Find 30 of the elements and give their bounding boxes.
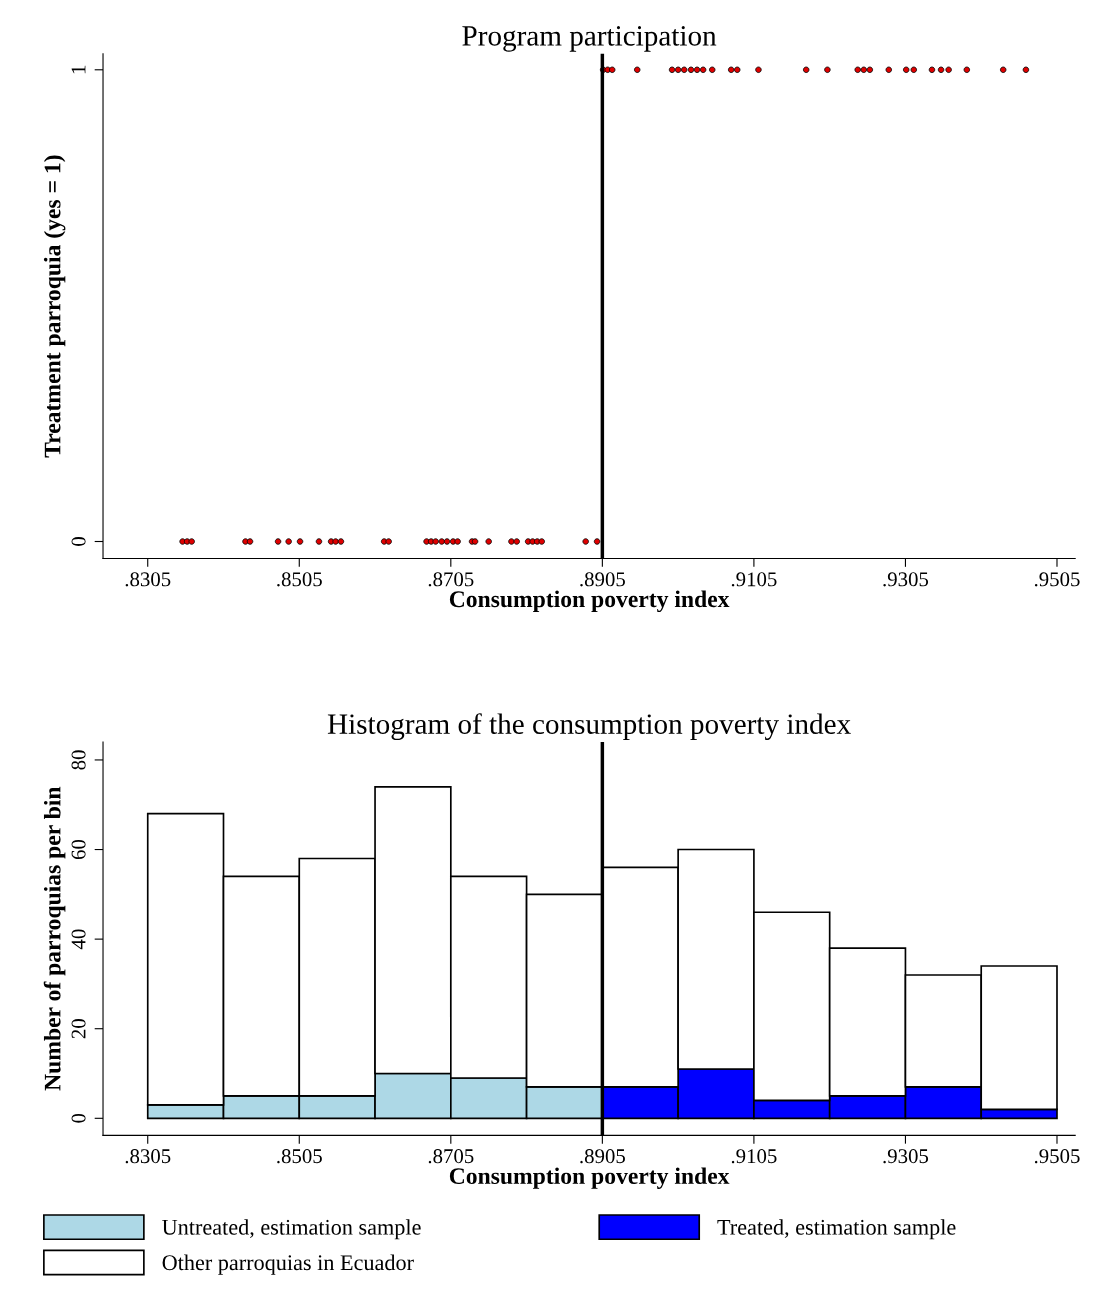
x-tick-label: .8705 — [428, 1149, 474, 1164]
x-tick-label: .8505 — [277, 572, 322, 587]
y-tick-label: 20 — [71, 1019, 86, 1039]
y-tick-label: 40 — [71, 929, 86, 950]
legend-label: Treated, estimation sample — [717, 1219, 956, 1240]
x-tick-label: .9105 — [731, 572, 777, 587]
x-tick-label: .8905 — [580, 1149, 625, 1164]
x-tick-label: .9505 — [1034, 572, 1080, 587]
x-tick-label: .8305 — [125, 572, 171, 587]
x-axis-title: Consumption poverty index — [449, 1167, 730, 1189]
x-axis-title: Consumption poverty index — [449, 590, 730, 613]
x-tick-label: .9505 — [1034, 1149, 1080, 1164]
legend-label: Untreated, estimation sample — [162, 1219, 421, 1240]
x-tick-label: .8705 — [428, 572, 474, 587]
x-tick-label: .9105 — [731, 1149, 777, 1164]
y-tick-label: 0 — [71, 537, 86, 546]
y-tick-label: 0 — [71, 1113, 86, 1123]
chart-title: Histogram of the consumption poverty index — [327, 713, 851, 740]
y-tick-label: 80 — [71, 750, 86, 770]
chart-title: Program participation — [462, 26, 717, 52]
y-axis-title: Treatment parroquia (yes = 1) — [43, 155, 66, 458]
x-tick-label: .9305 — [883, 572, 929, 587]
x-tick-label: .9305 — [883, 1149, 929, 1164]
legend-label: Other parroquias in Ecuador — [162, 1254, 414, 1275]
x-tick-label: .8905 — [580, 572, 625, 587]
y-tick-label: 60 — [71, 839, 86, 860]
x-tick-label: .8305 — [125, 1149, 171, 1164]
y-axis-title: Number of parroquias per bin — [43, 786, 66, 1091]
y-tick-label: 1 — [71, 65, 86, 74]
x-tick-label: .8505 — [277, 1149, 322, 1164]
